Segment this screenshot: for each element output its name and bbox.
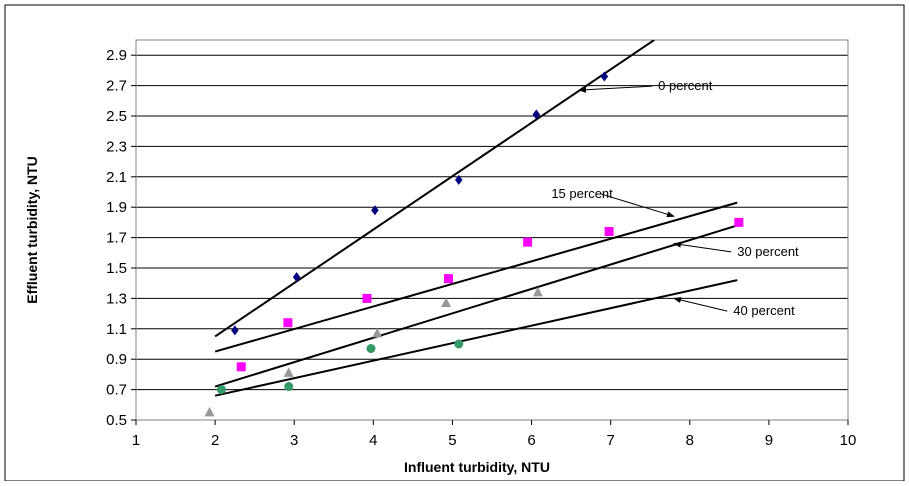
trend-line-1 <box>214 201 738 353</box>
annotation-arrow <box>601 193 675 218</box>
y-axis-ticks: 0.5 0.7 0.9 1.1 1.3 1.5 1.7 1.9 2.1 2.3 2.5 2.7 2.9 <box>106 47 136 429</box>
data-point-square <box>362 293 372 303</box>
data-point-triangle <box>283 367 294 377</box>
annotation-label: 40 percent <box>733 303 795 318</box>
data-point-square <box>734 217 744 227</box>
data-point-diamond <box>292 272 301 283</box>
annotations: 0 percent 15 percent 30 percent 40 percent <box>551 78 799 318</box>
annotation-arrow <box>578 85 653 93</box>
annotation-label: 15 percent <box>551 186 613 201</box>
annotation-arrow <box>672 297 728 312</box>
annotation-label: 0 percent <box>658 78 713 93</box>
x-tick-label: 10 <box>840 432 857 449</box>
y-tick-label: 2.3 <box>106 138 127 155</box>
data-point-square <box>283 318 293 328</box>
x-tick-label: 8 <box>686 432 694 449</box>
x-tick-label: 1 <box>132 432 140 449</box>
y-tick-label: 0.7 <box>106 382 127 399</box>
y-tick-label: 2.5 <box>106 108 127 125</box>
data-point-triangle <box>532 286 543 297</box>
x-axis-title: Influent turbidity, NTU <box>404 459 550 475</box>
data-point-square <box>604 227 614 237</box>
y-tick-label: 1.9 <box>106 199 127 216</box>
y-tick-label: 0.5 <box>106 412 127 429</box>
trend-line-3 <box>214 279 738 397</box>
data-point-triangle <box>204 406 215 417</box>
gridlines <box>136 54 848 391</box>
y-tick-label: 1.7 <box>106 230 127 247</box>
y-tick-label: 2.9 <box>106 47 127 64</box>
data-point-diamond <box>532 109 541 120</box>
data-point-diamond <box>600 71 609 82</box>
y-tick-label: 1.3 <box>106 290 127 307</box>
x-axis-ticks: 1 2 3 4 5 6 7 8 9 10 <box>132 420 857 449</box>
data-point-diamond <box>371 205 379 216</box>
data-point-triangle <box>441 297 452 307</box>
data-point-triangle <box>372 327 383 338</box>
trend-line-2 <box>214 224 738 388</box>
y-tick-label: 2.7 <box>106 78 127 95</box>
data-point-diamond <box>231 325 239 336</box>
data-points <box>204 71 744 417</box>
data-point-circle <box>454 339 464 349</box>
data-point-circle <box>366 344 376 354</box>
x-tick-label: 7 <box>606 432 614 449</box>
data-point-square <box>523 237 533 247</box>
x-tick-label: 9 <box>765 432 773 449</box>
data-point-circle <box>216 385 226 395</box>
y-axis-title: Effluent turbidity, NTU <box>24 156 40 304</box>
plot-area <box>135 39 849 421</box>
x-tick-label: 5 <box>448 432 456 449</box>
data-point-diamond <box>455 174 463 185</box>
trend-lines <box>214 40 738 397</box>
data-point-square <box>443 274 453 284</box>
x-tick-label: 6 <box>527 432 535 449</box>
y-tick-label: 2.1 <box>106 169 127 186</box>
y-tick-label: 1.5 <box>106 260 127 277</box>
annotation-arrow <box>672 241 732 253</box>
data-point-circle <box>284 382 294 392</box>
annotation-label: 30 percent <box>737 244 799 259</box>
y-tick-label: 1.1 <box>106 321 127 338</box>
x-tick-label: 2 <box>211 432 219 449</box>
x-tick-label: 4 <box>369 432 377 449</box>
data-point-square <box>236 362 246 372</box>
y-tick-label: 0.9 <box>106 351 127 368</box>
x-tick-label: 3 <box>290 432 298 449</box>
chart-outer-border <box>4 4 905 482</box>
